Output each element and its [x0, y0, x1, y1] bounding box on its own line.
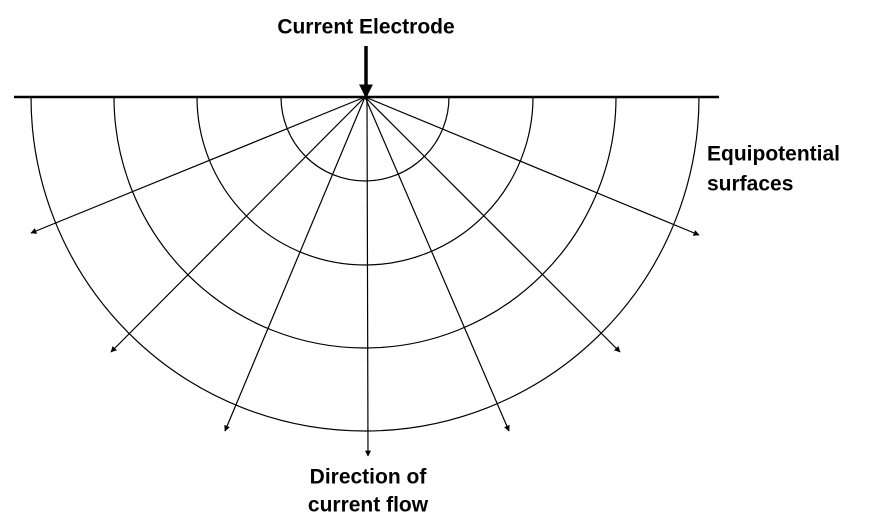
equipotential-arcs — [30, 96, 700, 432]
flow-line — [224, 96, 366, 432]
arc — [280, 96, 450, 182]
current-lines — [30, 96, 700, 457]
equipotential-label: surfaces — [707, 173, 793, 196]
equipotential-label: Equipotential — [707, 143, 840, 166]
flow-label: current flow — [308, 494, 429, 517]
flow-line — [364, 96, 700, 236]
flow-line — [110, 96, 366, 353]
arc — [30, 96, 700, 432]
flow-line — [364, 96, 621, 353]
flow-label: Direction of — [310, 466, 428, 489]
flow-line — [364, 96, 510, 432]
electrode-label: Current Electrode — [277, 16, 454, 39]
arc — [113, 96, 617, 349]
flow-line — [30, 96, 366, 234]
flow-line — [364, 96, 371, 457]
arc — [196, 96, 534, 266]
